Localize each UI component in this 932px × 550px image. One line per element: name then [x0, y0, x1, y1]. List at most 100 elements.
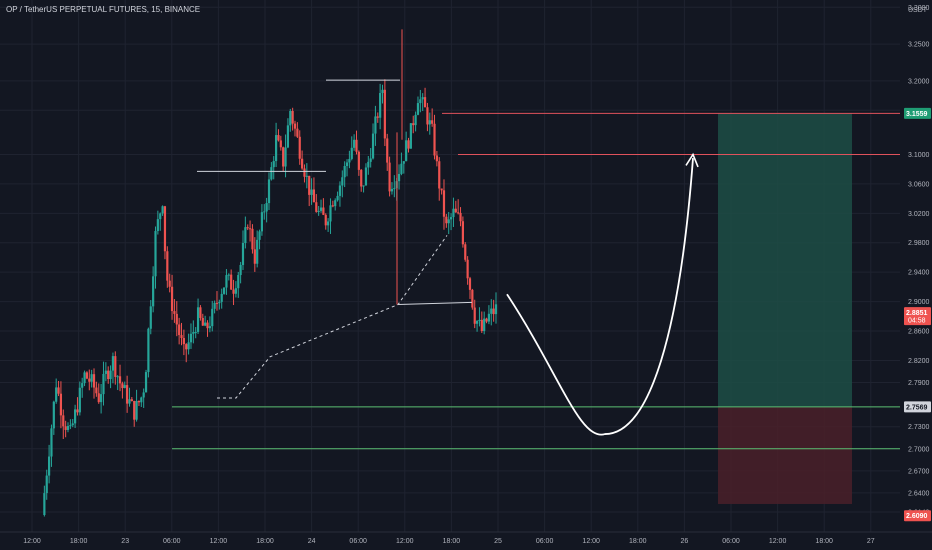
candle: [492, 308, 495, 315]
candle: [248, 228, 252, 230]
candle: [121, 383, 124, 389]
candle: [397, 173, 401, 182]
candle: [265, 203, 268, 212]
candle: [355, 139, 358, 152]
time-tick-label: 18:00: [70, 538, 88, 545]
candle: [277, 135, 280, 141]
projection-arrowhead: [685, 152, 699, 168]
candle: [156, 219, 159, 231]
trendline-dashed[interactable]: [217, 235, 448, 399]
candle: [274, 135, 278, 162]
time-tick-label: 18:00: [815, 538, 833, 545]
candle: [412, 123, 415, 126]
candle: [251, 228, 254, 250]
price-tick-label: 3.1000: [908, 152, 930, 159]
candle: [379, 93, 382, 118]
candle: [371, 133, 375, 159]
time-tick-label: 27: [867, 538, 875, 545]
candle: [301, 158, 304, 169]
candle: [43, 493, 46, 515]
candle: [338, 185, 342, 196]
candle: [204, 322, 207, 326]
candle: [282, 147, 285, 167]
candle: [305, 175, 308, 177]
candle: [88, 378, 91, 382]
time-tick-label: 06:00: [163, 538, 181, 545]
candle: [364, 167, 368, 186]
candle: [357, 151, 360, 170]
time-tick-label: 18:00: [443, 538, 461, 545]
candle: [402, 161, 405, 164]
candle: [208, 326, 211, 329]
candle: [393, 188, 396, 190]
candle: [194, 331, 197, 333]
candle: [454, 208, 457, 213]
candle: [442, 190, 446, 217]
candle: [308, 175, 311, 195]
candle: [267, 179, 271, 204]
candle: [50, 428, 53, 457]
candle: [253, 249, 256, 264]
candle: [435, 155, 438, 162]
price-tick-label: 3.0200: [908, 211, 930, 218]
candle: [445, 216, 448, 224]
candle: [244, 227, 247, 243]
projection-curve[interactable]: [506, 158, 694, 436]
stop-zone: [718, 406, 852, 504]
candle: [353, 139, 356, 148]
candle: [336, 195, 339, 201]
candle: [211, 308, 214, 327]
price-tick-label: 2.6700: [908, 468, 930, 475]
price-tick-label: 3.2500: [908, 42, 930, 49]
candle: [192, 332, 195, 334]
price-badge-label: 2.8851: [906, 310, 928, 317]
candle: [329, 205, 332, 222]
candle: [83, 372, 86, 384]
candle: [170, 286, 174, 312]
candle: [161, 206, 164, 214]
time-tick-label: 06:00: [536, 538, 554, 545]
candle: [144, 372, 148, 393]
candle: [438, 161, 441, 189]
candle: [234, 288, 237, 294]
candle: [272, 161, 275, 168]
candle: [239, 264, 242, 276]
candle: [416, 103, 420, 115]
candle: [218, 301, 221, 304]
candle: [97, 393, 100, 403]
candle: [433, 123, 436, 156]
candle: [263, 211, 266, 213]
candle: [388, 162, 391, 192]
price-tick-label: 2.8600: [908, 329, 930, 336]
candle: [133, 400, 136, 420]
candle: [128, 399, 131, 404]
candle: [374, 116, 377, 134]
price-badge-label: 2.7569: [906, 404, 928, 411]
price-tick-label: 2.9000: [908, 299, 930, 306]
support-line[interactable]: [397, 301, 473, 306]
price-axis[interactable]: [903, 0, 932, 550]
price-tick-label: 2.7900: [908, 380, 930, 387]
price-badge-label: 3.1559: [906, 111, 928, 118]
candle: [298, 136, 301, 159]
time-axis[interactable]: [0, 532, 932, 550]
candle: [213, 302, 216, 309]
candle: [182, 338, 185, 345]
candle: [421, 97, 424, 100]
candle: [459, 212, 462, 222]
candle: [142, 392, 145, 398]
time-tick-label: 18:00: [629, 538, 647, 545]
time-tick-label: 06:00: [722, 538, 740, 545]
time-tick-label: 12:00: [396, 538, 414, 545]
candle: [163, 206, 167, 252]
candle: [400, 163, 403, 174]
candle: [312, 189, 316, 203]
price-badge: [904, 401, 931, 413]
candle: [64, 426, 67, 430]
price-tick-label: 2.7000: [908, 446, 930, 453]
candle: [440, 188, 443, 191]
candle: [69, 425, 72, 427]
price-badge-label: 2.6090: [906, 513, 928, 520]
candle: [90, 374, 93, 382]
